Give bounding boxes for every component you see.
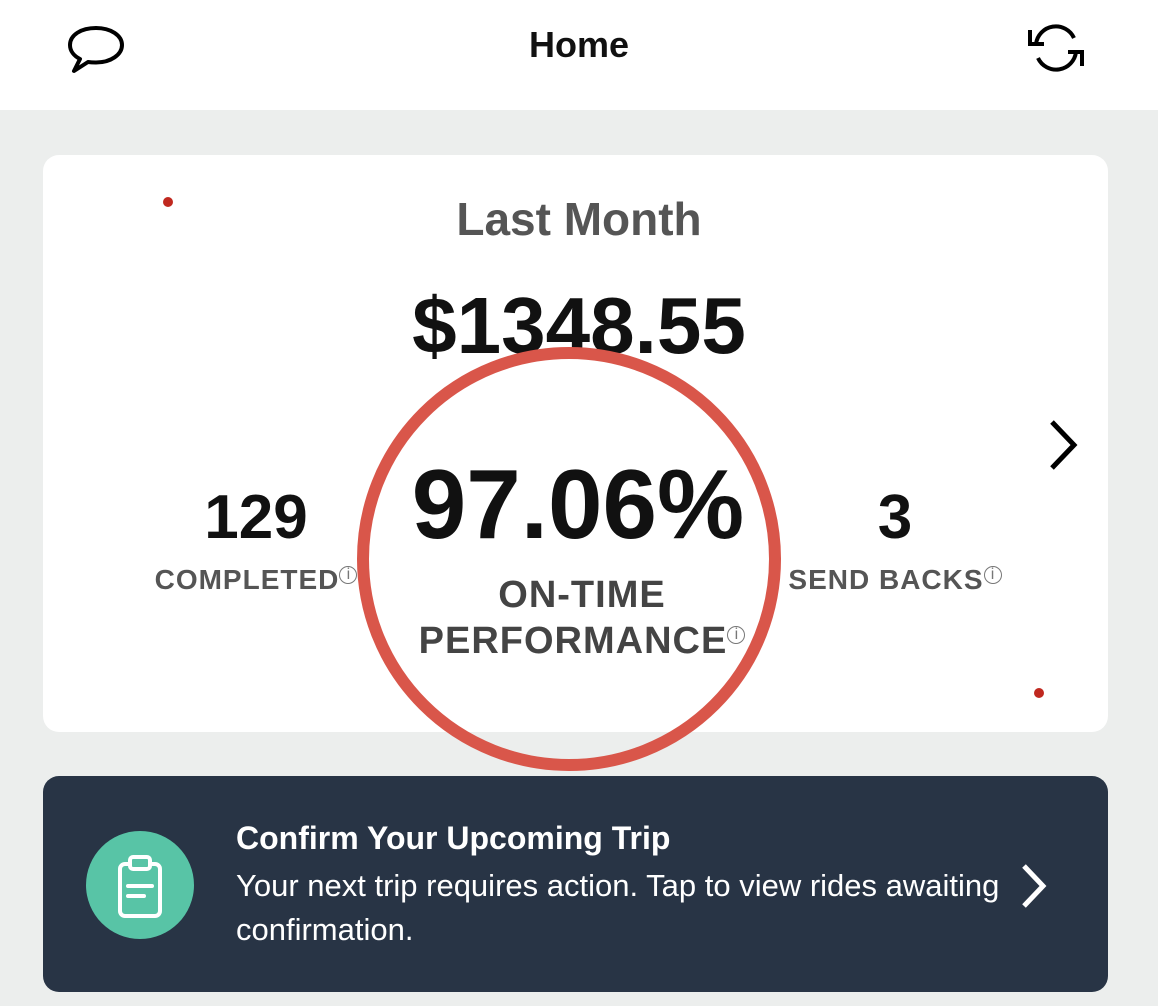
chat-bubble-icon[interactable] [66, 24, 126, 76]
send-backs-count: 3 [877, 483, 913, 552]
chevron-right-icon[interactable] [1018, 862, 1050, 910]
marker-dot [163, 197, 173, 207]
clipboard-icon [86, 831, 194, 939]
send-backs-label[interactable]: SEND BACKS i [745, 564, 1045, 596]
info-icon[interactable]: i [983, 565, 1002, 584]
info-icon[interactable]: i [339, 565, 358, 584]
chevron-right-icon[interactable] [1046, 418, 1080, 472]
refresh-icon[interactable] [1026, 22, 1086, 74]
banner-title: Confirm Your Upcoming Trip [236, 820, 671, 856]
page-title: Home [528, 24, 630, 65]
completed-label[interactable]: COMPLETED i [106, 564, 406, 596]
top-bar [0, 0, 1158, 110]
period-label: Last Month [456, 193, 702, 245]
highlight-circle [357, 347, 781, 771]
marker-dot [1034, 688, 1044, 698]
confirm-trip-banner[interactable] [43, 776, 1108, 992]
banner-body: Your next trip requires action. Tap to v… [236, 868, 1000, 947]
completed-count: 129 [204, 483, 308, 552]
